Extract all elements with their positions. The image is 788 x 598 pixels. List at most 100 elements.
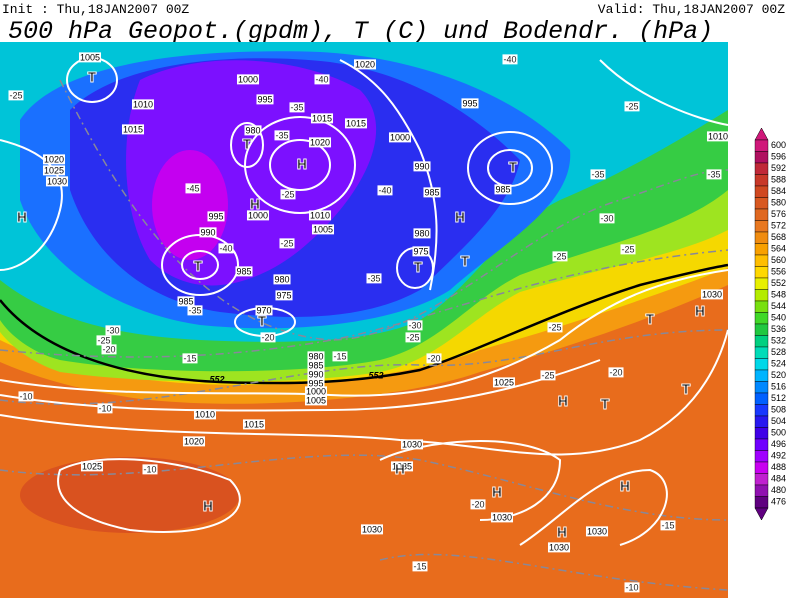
colorbar-label: 560: [771, 255, 786, 265]
isobar: [230, 122, 264, 168]
temperature-label: -25: [9, 90, 22, 100]
colorbar-label: 596: [771, 152, 786, 162]
isobar-label-box: [78, 52, 102, 63]
colorbar-label: 504: [771, 416, 786, 426]
isobar-label: 1010: [195, 409, 215, 419]
contour-552: [0, 263, 728, 385]
colorbar-cell: [754, 162, 769, 175]
isobar-label: 1030: [362, 524, 382, 534]
colorbar-cell: [754, 335, 769, 348]
temperature-label: -35: [275, 130, 288, 140]
isobar-label: 1030: [587, 526, 607, 536]
isobar-label-box: [244, 125, 262, 136]
isobar-label: 1030: [549, 542, 569, 552]
colorbar-cell: [754, 139, 769, 152]
temperature-label-box: [279, 238, 295, 249]
pressure-center: H: [297, 156, 306, 171]
isobar-label-box: [390, 461, 414, 472]
isobar-label-box: [400, 439, 424, 450]
colorbar-label: 500: [771, 428, 786, 438]
temperature-label: -20: [609, 367, 622, 377]
colorbar-label: 568: [771, 232, 786, 242]
pressure-center: H: [250, 196, 259, 211]
isobar-label-box: [193, 409, 217, 420]
isobar-label: 995: [208, 211, 223, 221]
temperature-label: -20: [471, 499, 484, 509]
temperature-label-box: [142, 464, 158, 475]
colorbar-label: 492: [771, 451, 786, 461]
isobar-label-box: [413, 161, 431, 172]
temperature-label: -25: [281, 189, 294, 199]
temperature-label: -15: [183, 353, 196, 363]
colorbar-cell: [754, 323, 769, 336]
temperature-label-box: [280, 189, 296, 200]
pressure-center: H: [17, 209, 26, 224]
temperature-label-box: [377, 185, 393, 196]
isobar-label-box: [304, 386, 328, 397]
isobar-label-box: [242, 419, 266, 430]
isobar-label: 1010: [310, 210, 330, 220]
temperature-label-box: [260, 332, 276, 343]
colorbar-cell: [754, 254, 769, 267]
colorbar-cell: [754, 289, 769, 302]
isobar-label: 1000: [248, 210, 268, 220]
colorbar-cell: [754, 450, 769, 463]
temperature-label-box: [706, 169, 722, 180]
colorbar-cell: [754, 243, 769, 256]
pressure-center: T: [88, 69, 96, 84]
isobar-label-box: [307, 369, 325, 380]
colorbar-label: 476: [771, 497, 786, 507]
temperature-label: -20: [102, 344, 115, 354]
colorbar-cell: [754, 427, 769, 440]
colorbar-cell: [754, 231, 769, 244]
isobar-label-box: [131, 99, 155, 110]
temperature-label-box: [332, 351, 348, 362]
isobar-label-box: [273, 274, 291, 285]
isobar-label: 1020: [355, 59, 375, 69]
colorbar-cell: [754, 484, 769, 497]
isobar-label-box: [308, 210, 332, 221]
colorbar-cell: [754, 473, 769, 486]
colorbar-cell: [754, 461, 769, 474]
temperature-label: -35: [290, 102, 303, 112]
isobar: [244, 116, 356, 214]
temperature-label: -35: [188, 305, 201, 315]
temperature-label: -15: [661, 520, 674, 530]
isobar-label-box: [236, 74, 260, 85]
temperature-label-box: [274, 130, 290, 141]
temperature-label-box: [552, 251, 568, 262]
isobar-label-box: [310, 113, 334, 124]
colorbar-cell: [754, 358, 769, 371]
temperature-label: -35: [367, 273, 380, 283]
isobar-label-box: [413, 228, 431, 239]
colorbar-label: 484: [771, 474, 786, 484]
isobar-label-box: [255, 305, 273, 316]
colorbar-label: 552: [771, 278, 786, 288]
pressure-center: T: [243, 136, 251, 151]
isobar: [0, 269, 728, 397]
isobar-label: 990: [308, 369, 323, 379]
isotherm: [0, 454, 728, 521]
isobar-label: 1000: [390, 132, 410, 142]
colorbar-label: 564: [771, 244, 786, 254]
isobar: [0, 139, 63, 271]
colorbar-cell: [754, 415, 769, 428]
temperature-label-box: [624, 101, 640, 112]
temperature-label-box: [187, 305, 203, 316]
valid-time: Valid: Thu,18JAN2007 00Z: [598, 2, 785, 17]
temperature-label-box: [314, 74, 330, 85]
isotherms: [0, 79, 728, 591]
pressure-center: H: [695, 303, 704, 318]
isobar-label-box: [353, 59, 377, 70]
isobar-label: 970: [256, 305, 271, 315]
isobar: [379, 440, 562, 521]
temperature-label: -25: [97, 335, 110, 345]
temperature-label: -15: [413, 561, 426, 571]
colorbar-label: 508: [771, 405, 786, 415]
temperature-label: -20: [427, 353, 440, 363]
isobar-label: 1015: [312, 113, 332, 123]
isobar-label: 1025: [82, 461, 102, 471]
isobar-label: 1025: [44, 165, 64, 175]
